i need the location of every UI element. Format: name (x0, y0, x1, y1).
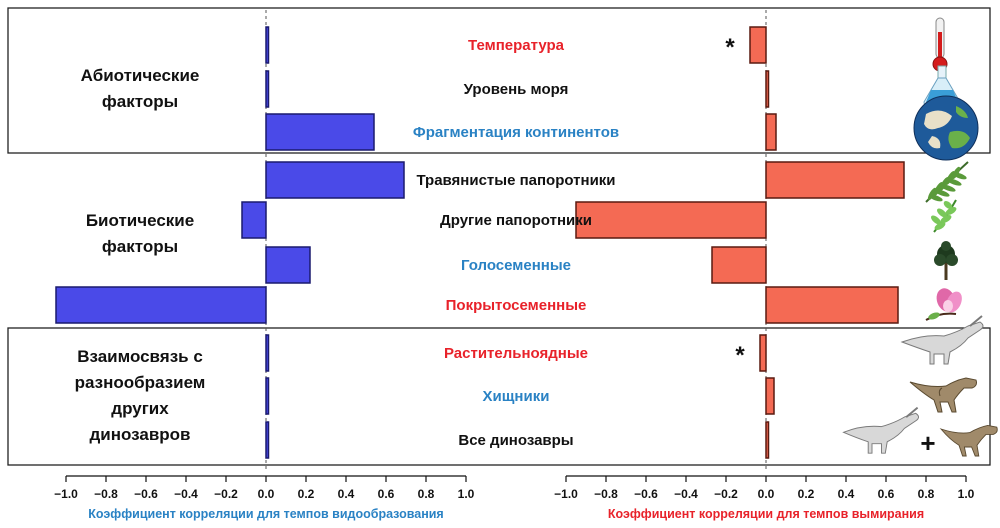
extinction-axis-title: Коэффициент корреляции для темпов вымира… (608, 507, 924, 521)
extinction-bar (765, 286, 899, 324)
fern-icon (925, 161, 969, 203)
thermometer-icon (932, 17, 948, 72)
dinosaurs-combined-icon: + (842, 406, 998, 458)
row-label: Голосеменные (461, 257, 571, 274)
row-label: Травянистые папоротники (416, 172, 615, 189)
group-label: факторы (102, 92, 178, 111)
row-label: Покрытосеменные (446, 297, 587, 314)
speciation-bar (265, 26, 270, 64)
x-tick-label: 0.8 (918, 487, 935, 501)
x-tick-label: 0.6 (378, 487, 395, 501)
speciation-bar (55, 286, 267, 324)
x-tick-label: −0.6 (134, 487, 158, 501)
herbivore-dinosaur-icon (900, 315, 984, 365)
extinction-bar (749, 26, 767, 64)
x-tick-label: −1.0 (554, 487, 578, 501)
x-tick-label: 0.0 (758, 487, 775, 501)
group-box (7, 7, 991, 154)
group-label: факторы (102, 237, 178, 256)
speciation-bar (265, 421, 270, 459)
extinction-bar (575, 201, 767, 239)
group-label: Взаимосвязь с (77, 347, 203, 366)
x-tick-label: 0.8 (418, 487, 435, 501)
group-label: других (111, 399, 169, 418)
speciation-bar (265, 70, 270, 108)
speciation-bar (241, 201, 267, 239)
x-tick-label: 0.2 (798, 487, 815, 501)
extinction-bar (765, 70, 770, 108)
extinction-bar (765, 377, 775, 415)
x-tick-label: 0.0 (258, 487, 275, 501)
group-label: Биотические (86, 211, 194, 230)
x-tick-label: 1.0 (458, 487, 475, 501)
fern-frond-icon (931, 199, 957, 233)
row-label: Фрагментация континентов (413, 124, 619, 141)
row-label: Температура (468, 37, 565, 54)
x-tick-label: 0.4 (838, 487, 855, 501)
x-tick-label: 0.4 (338, 487, 355, 501)
x-tick-label: −0.4 (174, 487, 198, 501)
plus-sign: + (920, 428, 935, 458)
x-tick-label: −0.2 (214, 487, 238, 501)
extinction-bar (711, 246, 767, 284)
speciation-axis-title: Коэффициент корреляции для темпов видооб… (88, 507, 443, 521)
x-tick-label: −0.6 (634, 487, 658, 501)
zero-lines (265, 10, 767, 470)
speciation-bar (265, 377, 270, 415)
speciation-bar (265, 334, 270, 372)
x-tick-label: −1.0 (54, 487, 78, 501)
speciation-bar (265, 113, 375, 151)
tree-icon (934, 241, 958, 280)
x-tick-label: −0.2 (714, 487, 738, 501)
icons-layer: + (842, 17, 998, 458)
row-label: Растительноядные (444, 345, 588, 362)
row-label: Хищники (483, 388, 550, 405)
group-boxes (7, 7, 991, 466)
x-tick-label: 0.6 (878, 487, 895, 501)
extinction-bar (765, 421, 770, 459)
significance-star: * (725, 34, 735, 61)
extinction-bar (765, 113, 777, 151)
row-label: Уровень моря (464, 81, 569, 98)
significance-star: * (735, 342, 745, 369)
bars-layer: ** (55, 26, 905, 459)
globe-icon (913, 95, 979, 161)
group-label: разнообразием (75, 373, 206, 392)
speciation-bar (265, 246, 311, 284)
x-tick-label: −0.8 (94, 487, 118, 501)
carnivore-dinosaur-icon (909, 377, 977, 413)
x-tick-label: −0.8 (594, 487, 618, 501)
x-tick-label: 1.0 (958, 487, 975, 501)
flower-icon (925, 288, 962, 321)
extinction-bar (759, 334, 767, 372)
axes-layer: −1.0 −0.8 −0.6 −0.4 −0.2 0.0 0.2 0.4 0.6 0.8 1.0 Ко… (54, 475, 975, 521)
speciation-bar (265, 161, 405, 199)
group-labels-layer: Абиотические факторы Биотические факторы Вза… (75, 66, 206, 444)
row-label: Все динозавры (458, 432, 573, 449)
group-label: Абиотические (81, 66, 200, 85)
group-box (7, 327, 991, 466)
row-labels-layer: Температура Уровень моря Фрагментация конт… (413, 37, 619, 449)
x-tick-label: −0.4 (674, 487, 698, 501)
extinction-bar (765, 161, 905, 199)
x-tick-label: 0.2 (298, 487, 315, 501)
group-label: динозавров (89, 425, 190, 444)
row-label: Другие папоротники (440, 212, 592, 229)
